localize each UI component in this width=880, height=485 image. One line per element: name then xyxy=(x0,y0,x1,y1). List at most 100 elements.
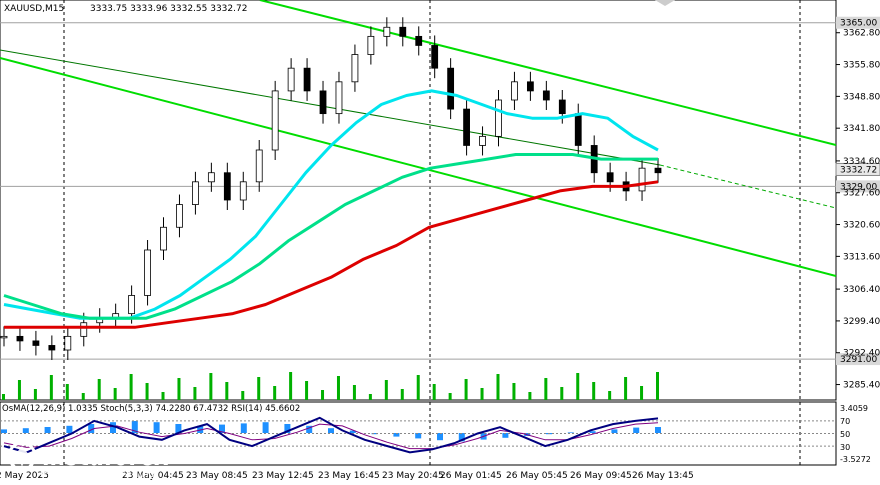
price-tick-label: 3292.40 xyxy=(843,349,880,359)
volume-bar xyxy=(352,385,356,400)
volume-bar xyxy=(321,390,325,400)
level-tag xyxy=(836,353,880,366)
horizontal-levels: 3365.00 3329.00 3291.00 3332.72 xyxy=(0,16,880,366)
volume-bar xyxy=(640,386,644,400)
price-tick-label: 3334.60 xyxy=(843,157,880,167)
volume-bar xyxy=(49,375,53,400)
price-candle-body xyxy=(48,345,56,351)
price-tick-label: 3306.40 xyxy=(843,285,880,295)
price-candle-body xyxy=(415,35,423,46)
volume-bar xyxy=(241,391,245,400)
osma-bar xyxy=(284,424,291,433)
moving-averages xyxy=(3,89,659,329)
price-bars xyxy=(0,17,662,360)
volume-bar xyxy=(480,388,484,400)
price-candle-body xyxy=(542,90,550,101)
volume-bar xyxy=(33,389,37,400)
price-tick-label: 3313.60 xyxy=(843,252,880,262)
time-tick-label: 2 May 2025 xyxy=(0,471,49,481)
osma-bar xyxy=(219,424,225,433)
price-candle-body xyxy=(176,204,183,228)
osma-bar xyxy=(153,422,160,433)
price-candle-body xyxy=(239,181,247,201)
price-candle-body xyxy=(80,322,88,337)
volume-bar xyxy=(576,373,580,400)
indicator-header: OsMA(12,26,9) 1.0335 Stoch(5,3,3) 74.228… xyxy=(2,404,300,414)
price-candle-body xyxy=(160,226,167,251)
price-candle-body xyxy=(654,167,662,174)
volume-bar xyxy=(2,394,5,400)
osma-bar xyxy=(633,427,640,433)
main-plot-frame xyxy=(0,0,837,401)
volume-bar xyxy=(257,377,261,400)
volume-bar xyxy=(592,382,596,400)
watermark-sub: Instant Forex Trading xyxy=(40,467,156,480)
time-tick-label: 23 May 20:45 xyxy=(382,471,444,481)
price-candle-body xyxy=(0,335,8,339)
instaforex-watermark: instaforex Instant Forex Trading xyxy=(7,441,168,480)
volume-bar xyxy=(225,382,229,400)
ohlc-label: 3333.75 3333.96 3332.55 3332.72 xyxy=(90,4,247,14)
osma-bar xyxy=(175,424,182,433)
price-candle-body xyxy=(606,172,614,183)
osma-bar xyxy=(655,427,661,433)
time-tick-label: 26 May 01:45 xyxy=(440,471,502,481)
stoch-main-line xyxy=(3,416,659,454)
volume-bar xyxy=(432,384,436,400)
level-label: 3365.00 xyxy=(840,19,877,29)
volume-bar xyxy=(193,387,197,400)
osma-bar xyxy=(349,430,356,433)
osma-bar xyxy=(393,433,400,437)
price-candle-body xyxy=(463,108,470,146)
svg-text:70: 70 xyxy=(840,417,850,426)
scroll-marker-icon[interactable] xyxy=(655,0,675,6)
volume-bar xyxy=(81,393,85,400)
osma-bar xyxy=(502,433,509,438)
osma-bar xyxy=(88,424,95,433)
time-tick-label: 26 May 05:45 xyxy=(506,471,568,481)
channel-upper-line xyxy=(259,0,836,146)
volume-bar xyxy=(624,377,628,400)
price-candle-body xyxy=(255,149,263,183)
symbol-label: XAUUSD,M15 xyxy=(4,4,64,14)
volume-bar xyxy=(400,389,404,400)
volume-bar xyxy=(17,380,21,400)
osma-bar xyxy=(306,425,313,433)
level-tag xyxy=(836,16,880,29)
volume-bar xyxy=(273,386,277,400)
osma-bar xyxy=(328,428,334,433)
price-candle-body xyxy=(431,45,439,69)
volume-bar xyxy=(560,387,564,400)
volume-bar xyxy=(656,372,659,400)
price-candle-body xyxy=(479,135,486,146)
price-candle-body xyxy=(287,67,295,92)
price-candle-body xyxy=(319,90,327,115)
volume-bar xyxy=(496,374,500,400)
price-tick-label: 3299.40 xyxy=(843,317,880,327)
volume-bar xyxy=(289,372,293,400)
osma-bar xyxy=(415,433,422,439)
volume-bar xyxy=(113,388,117,400)
volume-bars xyxy=(2,372,659,400)
level-tag xyxy=(836,180,880,193)
volume-bar xyxy=(528,392,532,400)
osma-bar xyxy=(371,433,378,435)
price-candle-body xyxy=(495,99,502,137)
volume-bar xyxy=(161,392,165,400)
time-tick-label: 23 May 16:45 xyxy=(318,471,380,481)
osma-bar xyxy=(437,433,443,441)
price-candle-body xyxy=(303,67,311,92)
time-axis: 2 May 2025 23 May 04:45 23 May 08:45 23 May… xyxy=(0,471,694,481)
volume-bar xyxy=(368,394,372,400)
price-candle-body xyxy=(526,81,534,92)
ma-mid-line xyxy=(3,153,658,320)
level-label: 3291.00 xyxy=(840,355,877,365)
price-candle-body xyxy=(192,181,199,205)
time-tick-label: 23 May 12:45 xyxy=(252,471,314,481)
price-tick-label: 3285.40 xyxy=(843,381,880,391)
channel-middle-projection xyxy=(659,164,836,209)
osma-bar xyxy=(197,425,204,433)
osma-bar xyxy=(110,422,116,433)
